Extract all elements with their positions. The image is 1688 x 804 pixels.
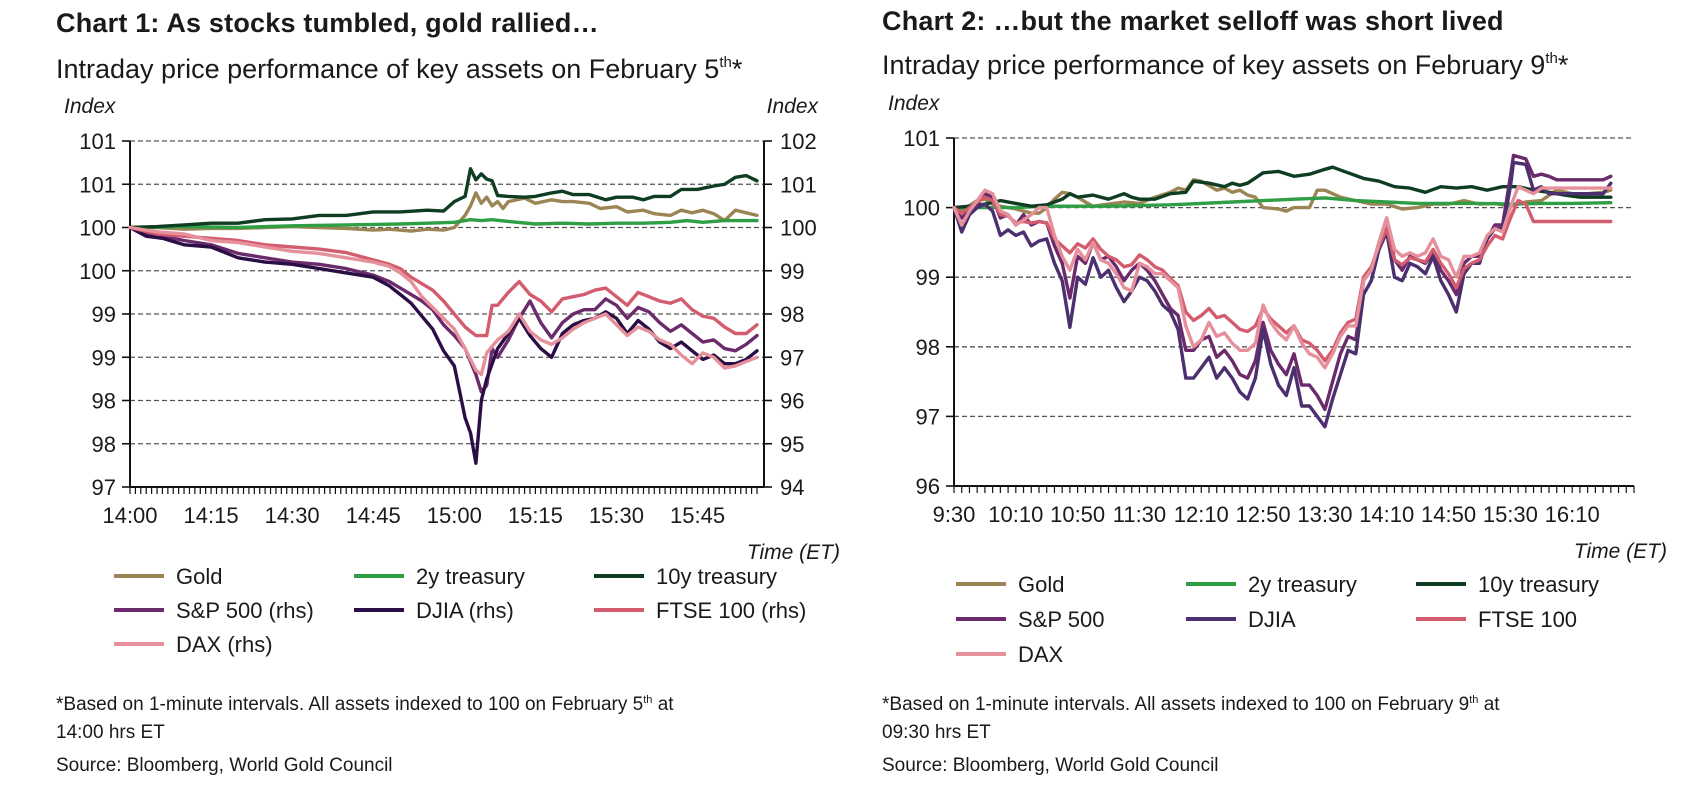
x-tick-label: 9:30 (933, 502, 976, 527)
y-tick-label-left: 100 (903, 196, 940, 221)
series-line-s-p-500-rhs (128, 225, 759, 394)
y-tick-label-right: 95 (780, 432, 804, 457)
y-tick-label-right: 99 (780, 259, 804, 284)
x-tick-label: 11:30 (1113, 502, 1166, 527)
y-tick-label-right: 96 (780, 389, 804, 414)
y-tick-label-left: 100 (79, 259, 116, 284)
legend-label: 10y treasury (1478, 572, 1599, 597)
y-tick-label-right: 97 (780, 345, 804, 370)
y-tick-label-right: 98 (780, 302, 804, 327)
legend-label: S&P 500 (rhs) (176, 598, 314, 623)
chart2-subtitle-asterisk: * (1557, 50, 1569, 80)
y-tick-label-right: 94 (780, 475, 804, 500)
chart2-footnote-at: at (1478, 694, 1500, 715)
chart2-title: Chart 2: …but the market selloff was sho… (882, 6, 1504, 36)
y-tick-label-left: 100 (79, 216, 116, 241)
chart2-footnote-text: *Based on 1-minute intervals. All assets… (882, 694, 1470, 715)
x-tick-label: 14:30 (265, 503, 320, 528)
series-line-ftse-100-rhs (128, 225, 759, 338)
series-line-10y-treasury (952, 165, 1613, 210)
y-tick-label-left: 101 (903, 126, 940, 151)
series-line-10y-treasury (128, 167, 759, 230)
x-tick-label: 10:10 (988, 502, 1043, 527)
y-axis-title-left: Index (64, 95, 117, 118)
y-axis-title-right: Index (767, 95, 820, 118)
y-tick-label-left: 98 (92, 389, 116, 414)
x-tick-label: 15:30 (589, 503, 644, 528)
x-axis-title: Time (ET) (747, 541, 840, 564)
y-tick-label-left: 97 (916, 404, 940, 429)
legend-label: S&P 500 (1018, 607, 1104, 632)
x-tick-label: 15:45 (670, 503, 725, 528)
chart2-footnote-sup: th (1469, 694, 1479, 706)
legend-label: Gold (1018, 572, 1064, 597)
x-tick-label: 14:45 (346, 503, 401, 528)
chart2-subtitle-sup: th (1545, 50, 1558, 67)
chart1-source: Source: Bloomberg, World Gold Council (56, 755, 393, 776)
legend-label: 10y treasury (656, 564, 777, 589)
series-line-2y-treasury (952, 196, 1613, 210)
chart2-panel: Chart 2: …but the market selloff was sho… (870, 0, 1688, 804)
chart1-footnote-sup: th (643, 694, 653, 706)
chart1-subtitle: Intraday price performance of key assets… (56, 54, 742, 85)
legend-label: FTSE 100 (1478, 607, 1577, 632)
y-tick-label-right: 101 (780, 172, 817, 197)
y-tick-label-left: 99 (916, 265, 940, 290)
series-line-gold (128, 191, 759, 233)
y-tick-label-left: 98 (92, 432, 116, 457)
y-tick-label-left: 101 (79, 129, 116, 154)
chart1-subtitle-sup: th (719, 54, 732, 71)
legend-label: Gold (176, 564, 222, 589)
y-tick-label-left: 99 (92, 345, 116, 370)
y-tick-label-left: 96 (916, 474, 940, 499)
x-tick-label: 12:10 (1174, 502, 1229, 527)
x-tick-label: 14:50 (1421, 502, 1476, 527)
x-tick-label: 15:30 (1483, 502, 1538, 527)
chart2-subtitle: Intraday price performance of key assets… (882, 50, 1568, 81)
y-tick-label-left: 98 (916, 335, 940, 360)
series-line-dax (952, 185, 1613, 370)
chart2-subtitle-text: Intraday price performance of key assets… (882, 50, 1546, 80)
chart1-footnote: *Based on 1-minute intervals. All assets… (56, 686, 674, 747)
x-axis-title: Time (ET) (1574, 540, 1667, 563)
legend-label: DAX (1018, 642, 1064, 667)
x-tick-label: 10:50 (1050, 502, 1105, 527)
y-tick-label-left: 97 (92, 475, 116, 500)
legend-label: DJIA (1248, 607, 1296, 632)
chart1-subtitle-asterisk: * (731, 54, 743, 84)
legend-label: DAX (rhs) (176, 632, 273, 657)
y-tick-label-left: 99 (92, 302, 116, 327)
chart2-footnote: *Based on 1-minute intervals. All assets… (882, 686, 1500, 747)
x-tick-label: 16:10 (1545, 502, 1600, 527)
y-tick-label-right: 100 (780, 216, 817, 241)
legend-label: DJIA (rhs) (416, 598, 514, 623)
series-line-s-p-500 (952, 153, 1613, 412)
y-tick-label-left: 101 (79, 172, 116, 197)
series-line-2y-treasury (128, 218, 759, 230)
x-tick-label: 15:15 (508, 503, 563, 528)
legend-label: FTSE 100 (rhs) (656, 598, 806, 623)
chart1-panel: Chart 1: As stocks tumbled, gold rallied… (56, 8, 840, 776)
legend-label: 2y treasury (416, 564, 525, 589)
chart2-source: Source: Bloomberg, World Gold Council (882, 755, 1219, 776)
x-tick-label: 15:00 (427, 503, 482, 528)
chart1-plot: 101 101 100 100 99 99 98 98 97 102 101 100 99 98 97 96 9… (64, 95, 840, 657)
y-tick-label-right: 102 (780, 129, 817, 154)
series-line-djia-rhs (128, 225, 759, 465)
chart1-footnote-at: at (652, 694, 674, 715)
x-tick-label: 14:15 (184, 503, 239, 528)
x-tick-label: 14:10 (1359, 502, 1414, 527)
chart1-title: Chart 1: As stocks tumbled, gold rallied… (56, 8, 599, 38)
chart1-footnote-line2: 14:00 hrs ET (56, 722, 165, 743)
chart1-footnote-text: *Based on 1-minute intervals. All assets… (56, 694, 644, 715)
chart2-footnote-line2: 09:30 hrs ET (882, 722, 991, 743)
y-axis-title-left: Index (888, 92, 941, 115)
x-tick-label: 13:30 (1297, 502, 1352, 527)
series-line-dax-rhs (128, 225, 759, 377)
legend-label: 2y treasury (1248, 572, 1357, 597)
x-tick-label: 12:50 (1236, 502, 1291, 527)
chart2-plot: 101 100 99 98 97 96 Index 9:30 10:10 10:50 11:30 12… (888, 92, 1667, 667)
x-tick-label: 14:00 (102, 503, 157, 528)
chart1-subtitle-text: Intraday price performance of key assets… (56, 54, 720, 84)
